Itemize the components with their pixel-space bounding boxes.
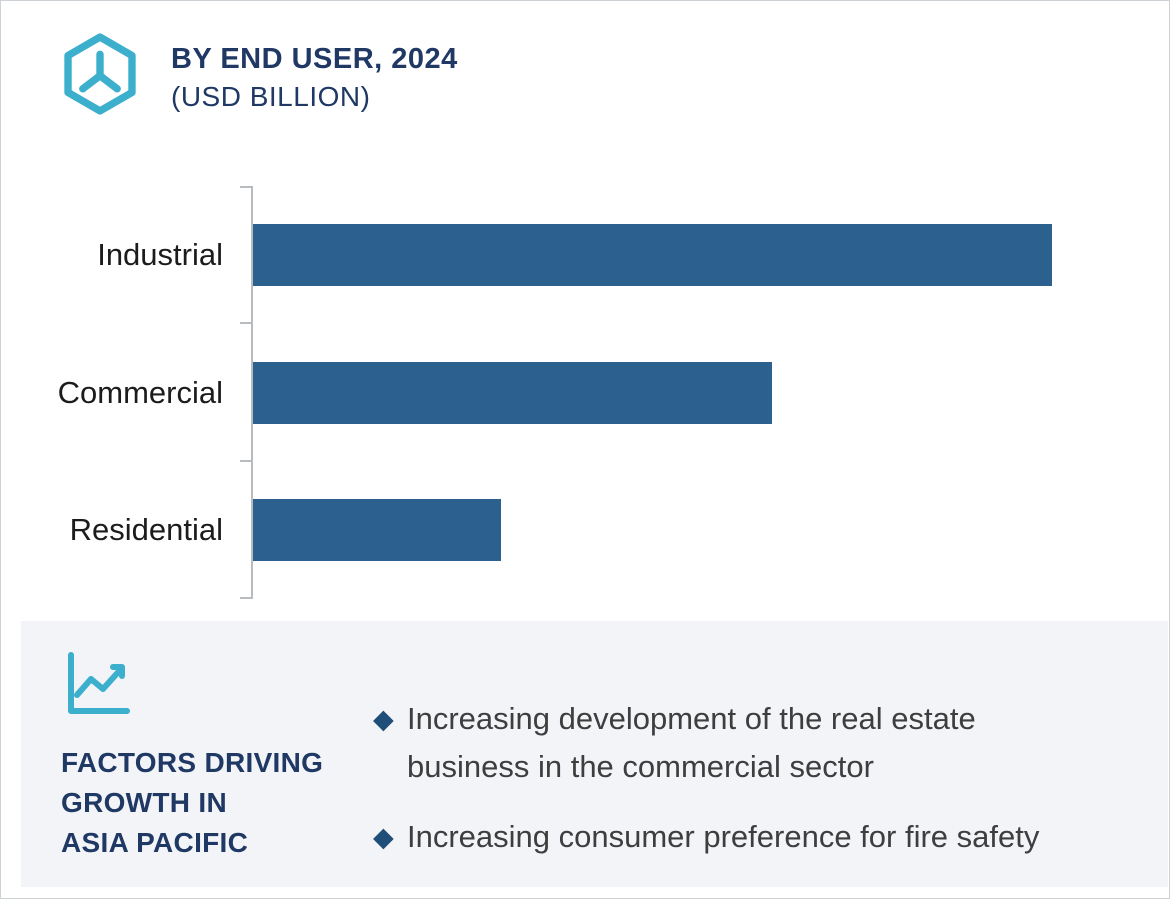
factors-heading-line: FACTORS DRIVING: [61, 747, 324, 778]
bar-chart: Industrial Commercial Residential: [1, 186, 1169, 599]
bar-area: [251, 186, 1169, 324]
factors-heading: FACTORS DRIVING GROWTH IN ASIA PACIFIC: [61, 743, 323, 863]
axis-tick: [240, 322, 251, 324]
category-label-residential: Residential: [69, 512, 223, 548]
chart-rows: Industrial Commercial Residential: [1, 186, 1169, 599]
axis-tick: [240, 186, 251, 188]
factors-heading-line: GROWTH IN: [61, 787, 228, 818]
factor-bullet: ◆ Increasing development of the real est…: [373, 695, 1143, 791]
bar-area: [251, 324, 1169, 462]
hexagon-y-logo-icon: [59, 33, 141, 115]
factors-panel: FACTORS DRIVING GROWTH IN ASIA PACIFIC ◆…: [21, 621, 1168, 887]
bar-industrial: [253, 223, 1052, 286]
chart-header: BY END USER, 2024 (USD BILLION): [59, 33, 458, 115]
chart-subtitle: (USD BILLION): [171, 81, 371, 112]
axis-tick: [240, 460, 251, 462]
axis-tick: [240, 597, 251, 599]
category-label-commercial: Commercial: [57, 374, 223, 410]
bar-residential: [253, 499, 501, 562]
factors-heading-line: ASIA PACIFIC: [61, 827, 249, 858]
chart-title: BY END USER, 2024: [171, 43, 458, 75]
y-axis-line: [240, 186, 253, 599]
bar-area: [251, 461, 1169, 599]
chart-title-block: BY END USER, 2024 (USD BILLION): [171, 33, 458, 115]
factor-bullet-text: Increasing consumer preference for fire …: [407, 819, 1040, 854]
factor-bullet: ◆ Increasing consumer preference for fir…: [373, 813, 1143, 861]
factor-bullet-text: Increasing development of the real estat…: [407, 701, 976, 784]
bar-commercial: [253, 361, 773, 424]
factors-bullet-list: ◆ Increasing development of the real est…: [373, 695, 1143, 883]
line-chart-icon: [61, 647, 135, 721]
chart-row: Residential: [1, 461, 1169, 599]
chart-row: Commercial: [1, 324, 1169, 462]
category-label-industrial: Industrial: [97, 236, 223, 272]
diamond-bullet-icon: ◆: [373, 704, 394, 734]
chart-row: Industrial: [1, 186, 1169, 324]
diamond-bullet-icon: ◆: [373, 822, 394, 852]
